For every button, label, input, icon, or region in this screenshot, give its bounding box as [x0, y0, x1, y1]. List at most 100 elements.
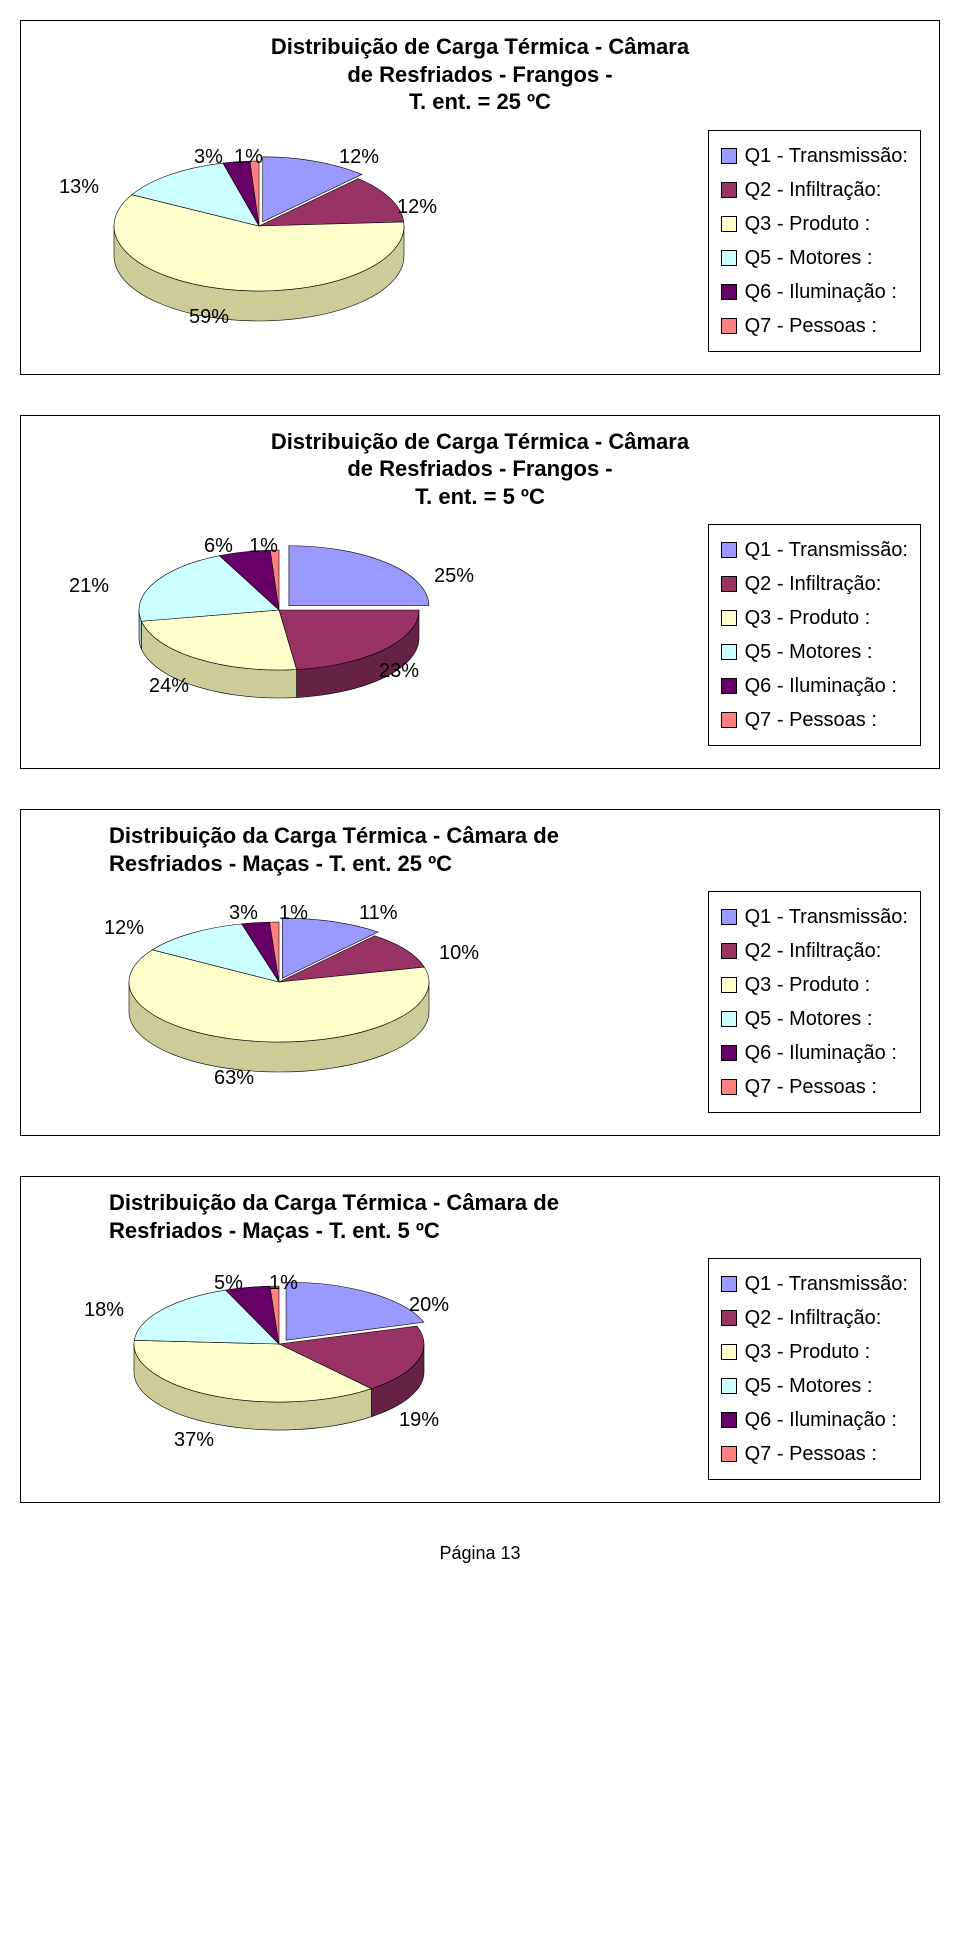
legend-swatch: [721, 1011, 737, 1027]
chart-title: Distribuição da Carga Térmica - Câmara d…: [39, 1189, 921, 1244]
legend: Q1 - Transmissão:Q2 - Infiltração:Q3 - P…: [708, 1258, 921, 1480]
legend-label: Q3 - Produto :: [745, 1335, 871, 1369]
legend-label: Q2 - Infiltração:: [745, 567, 882, 601]
chart-panel: Distribuição de Carga Térmica - Câmarade…: [20, 20, 940, 375]
slice-label: 37%: [174, 1429, 214, 1452]
legend-item: Q1 - Transmissão:: [721, 533, 908, 567]
legend-item: Q5 - Motores :: [721, 1369, 908, 1403]
slice-label: 18%: [84, 1299, 124, 1322]
legend-label: Q1 - Transmissão:: [745, 900, 908, 934]
legend-swatch: [721, 1276, 737, 1292]
slice-label: 24%: [149, 675, 189, 698]
legend-label: Q1 - Transmissão:: [745, 533, 908, 567]
slice-label: 5%: [214, 1272, 243, 1295]
legend: Q1 - Transmissão:Q2 - Infiltração:Q3 - P…: [708, 130, 921, 352]
legend-label: Q7 - Pessoas :: [745, 1437, 877, 1471]
legend-item: Q3 - Produto :: [721, 207, 908, 241]
legend-label: Q1 - Transmissão:: [745, 1267, 908, 1301]
legend-label: Q7 - Pessoas :: [745, 309, 877, 343]
legend-swatch: [721, 1079, 737, 1095]
pie-chart: 11% 10% 63% 12% 3% 1%: [39, 887, 708, 1117]
legend-item: Q5 - Motores :: [721, 241, 908, 275]
slice-label: 21%: [69, 575, 109, 598]
legend: Q1 - Transmissão:Q2 - Infiltração:Q3 - P…: [708, 524, 921, 746]
legend-swatch: [721, 977, 737, 993]
legend-label: Q5 - Motores :: [745, 1369, 873, 1403]
legend-item: Q3 - Produto :: [721, 1335, 908, 1369]
legend-label: Q3 - Produto :: [745, 968, 871, 1002]
legend-item: Q7 - Pessoas :: [721, 1437, 908, 1471]
legend-item: Q1 - Transmissão:: [721, 1267, 908, 1301]
legend-swatch: [721, 182, 737, 198]
legend-item: Q7 - Pessoas :: [721, 309, 908, 343]
legend: Q1 - Transmissão:Q2 - Infiltração:Q3 - P…: [708, 891, 921, 1113]
slice-label: 12%: [339, 146, 379, 169]
legend-swatch: [721, 1310, 737, 1326]
legend-item: Q1 - Transmissão:: [721, 139, 908, 173]
chart-title: Distribuição da Carga Térmica - Câmara d…: [39, 822, 921, 877]
slice-label: 12%: [397, 196, 437, 219]
legend-item: Q3 - Produto :: [721, 601, 908, 635]
slice-label: 59%: [189, 306, 229, 329]
slice-label: 1%: [234, 146, 263, 169]
pie-chart: 20%19%37%18%5%1%: [39, 1254, 708, 1484]
legend-item: Q3 - Produto :: [721, 968, 908, 1002]
slice-label: 6%: [204, 535, 233, 558]
legend-label: Q6 - Iluminação :: [745, 1036, 897, 1070]
legend-item: Q7 - Pessoas :: [721, 1070, 908, 1104]
slice-label: 19%: [399, 1409, 439, 1432]
slice-label: 3%: [194, 146, 223, 169]
legend-swatch: [721, 250, 737, 266]
legend-item: Q7 - Pessoas :: [721, 703, 908, 737]
legend-item: Q6 - Iluminação :: [721, 275, 908, 309]
legend-item: Q2 - Infiltração:: [721, 934, 908, 968]
legend-label: Q3 - Produto :: [745, 601, 871, 635]
legend-swatch: [721, 943, 737, 959]
legend-label: Q6 - Iluminação :: [745, 669, 897, 703]
chart-title: Distribuição de Carga Térmica - Câmarade…: [39, 33, 921, 116]
legend-swatch: [721, 1045, 737, 1061]
legend-label: Q2 - Infiltração:: [745, 173, 882, 207]
legend-swatch: [721, 318, 737, 334]
legend-label: Q2 - Infiltração:: [745, 1301, 882, 1335]
legend-swatch: [721, 678, 737, 694]
slice-label: 12%: [104, 917, 144, 940]
slice-label: 13%: [59, 176, 99, 199]
page-number: Página 13: [20, 1543, 940, 1564]
slice-label: 63%: [214, 1067, 254, 1090]
slice-label: 20%: [409, 1294, 449, 1317]
legend-swatch: [721, 610, 737, 626]
slice-label: 1%: [279, 902, 308, 925]
slice-label: 25%: [434, 565, 474, 588]
chart-title: Distribuição de Carga Térmica - Câmarade…: [39, 428, 921, 511]
slice-label: 10%: [439, 942, 479, 965]
legend-label: Q6 - Iluminação :: [745, 1403, 897, 1437]
pie-chart: 25%23%24%21%6%1%: [39, 520, 708, 750]
legend-item: Q6 - Iluminação :: [721, 1036, 908, 1070]
legend-swatch: [721, 1344, 737, 1360]
legend-item: Q6 - Iluminação :: [721, 1403, 908, 1437]
chart-panel: Distribuição da Carga Térmica - Câmara d…: [20, 809, 940, 1136]
legend-label: Q5 - Motores :: [745, 241, 873, 275]
slice-label: 11%: [359, 902, 398, 925]
legend-swatch: [721, 284, 737, 300]
legend-swatch: [721, 216, 737, 232]
legend-label: Q5 - Motores :: [745, 1002, 873, 1036]
legend-swatch: [721, 644, 737, 660]
legend-swatch: [721, 542, 737, 558]
legend-label: Q5 - Motores :: [745, 635, 873, 669]
legend-item: Q5 - Motores :: [721, 1002, 908, 1036]
slice-label: 3%: [229, 902, 258, 925]
legend-item: Q5 - Motores :: [721, 635, 908, 669]
legend-swatch: [721, 1446, 737, 1462]
legend-item: Q2 - Infiltração:: [721, 173, 908, 207]
legend-label: Q3 - Produto :: [745, 207, 871, 241]
chart-panel: Distribuição de Carga Térmica - Câmarade…: [20, 415, 940, 770]
legend-swatch: [721, 712, 737, 728]
legend-swatch: [721, 909, 737, 925]
legend-label: Q7 - Pessoas :: [745, 703, 877, 737]
legend-label: Q2 - Infiltração:: [745, 934, 882, 968]
legend-swatch: [721, 1412, 737, 1428]
pie-chart: 12% 12% 59% 13% 3% 1%: [39, 126, 708, 356]
legend-label: Q1 - Transmissão:: [745, 139, 908, 173]
